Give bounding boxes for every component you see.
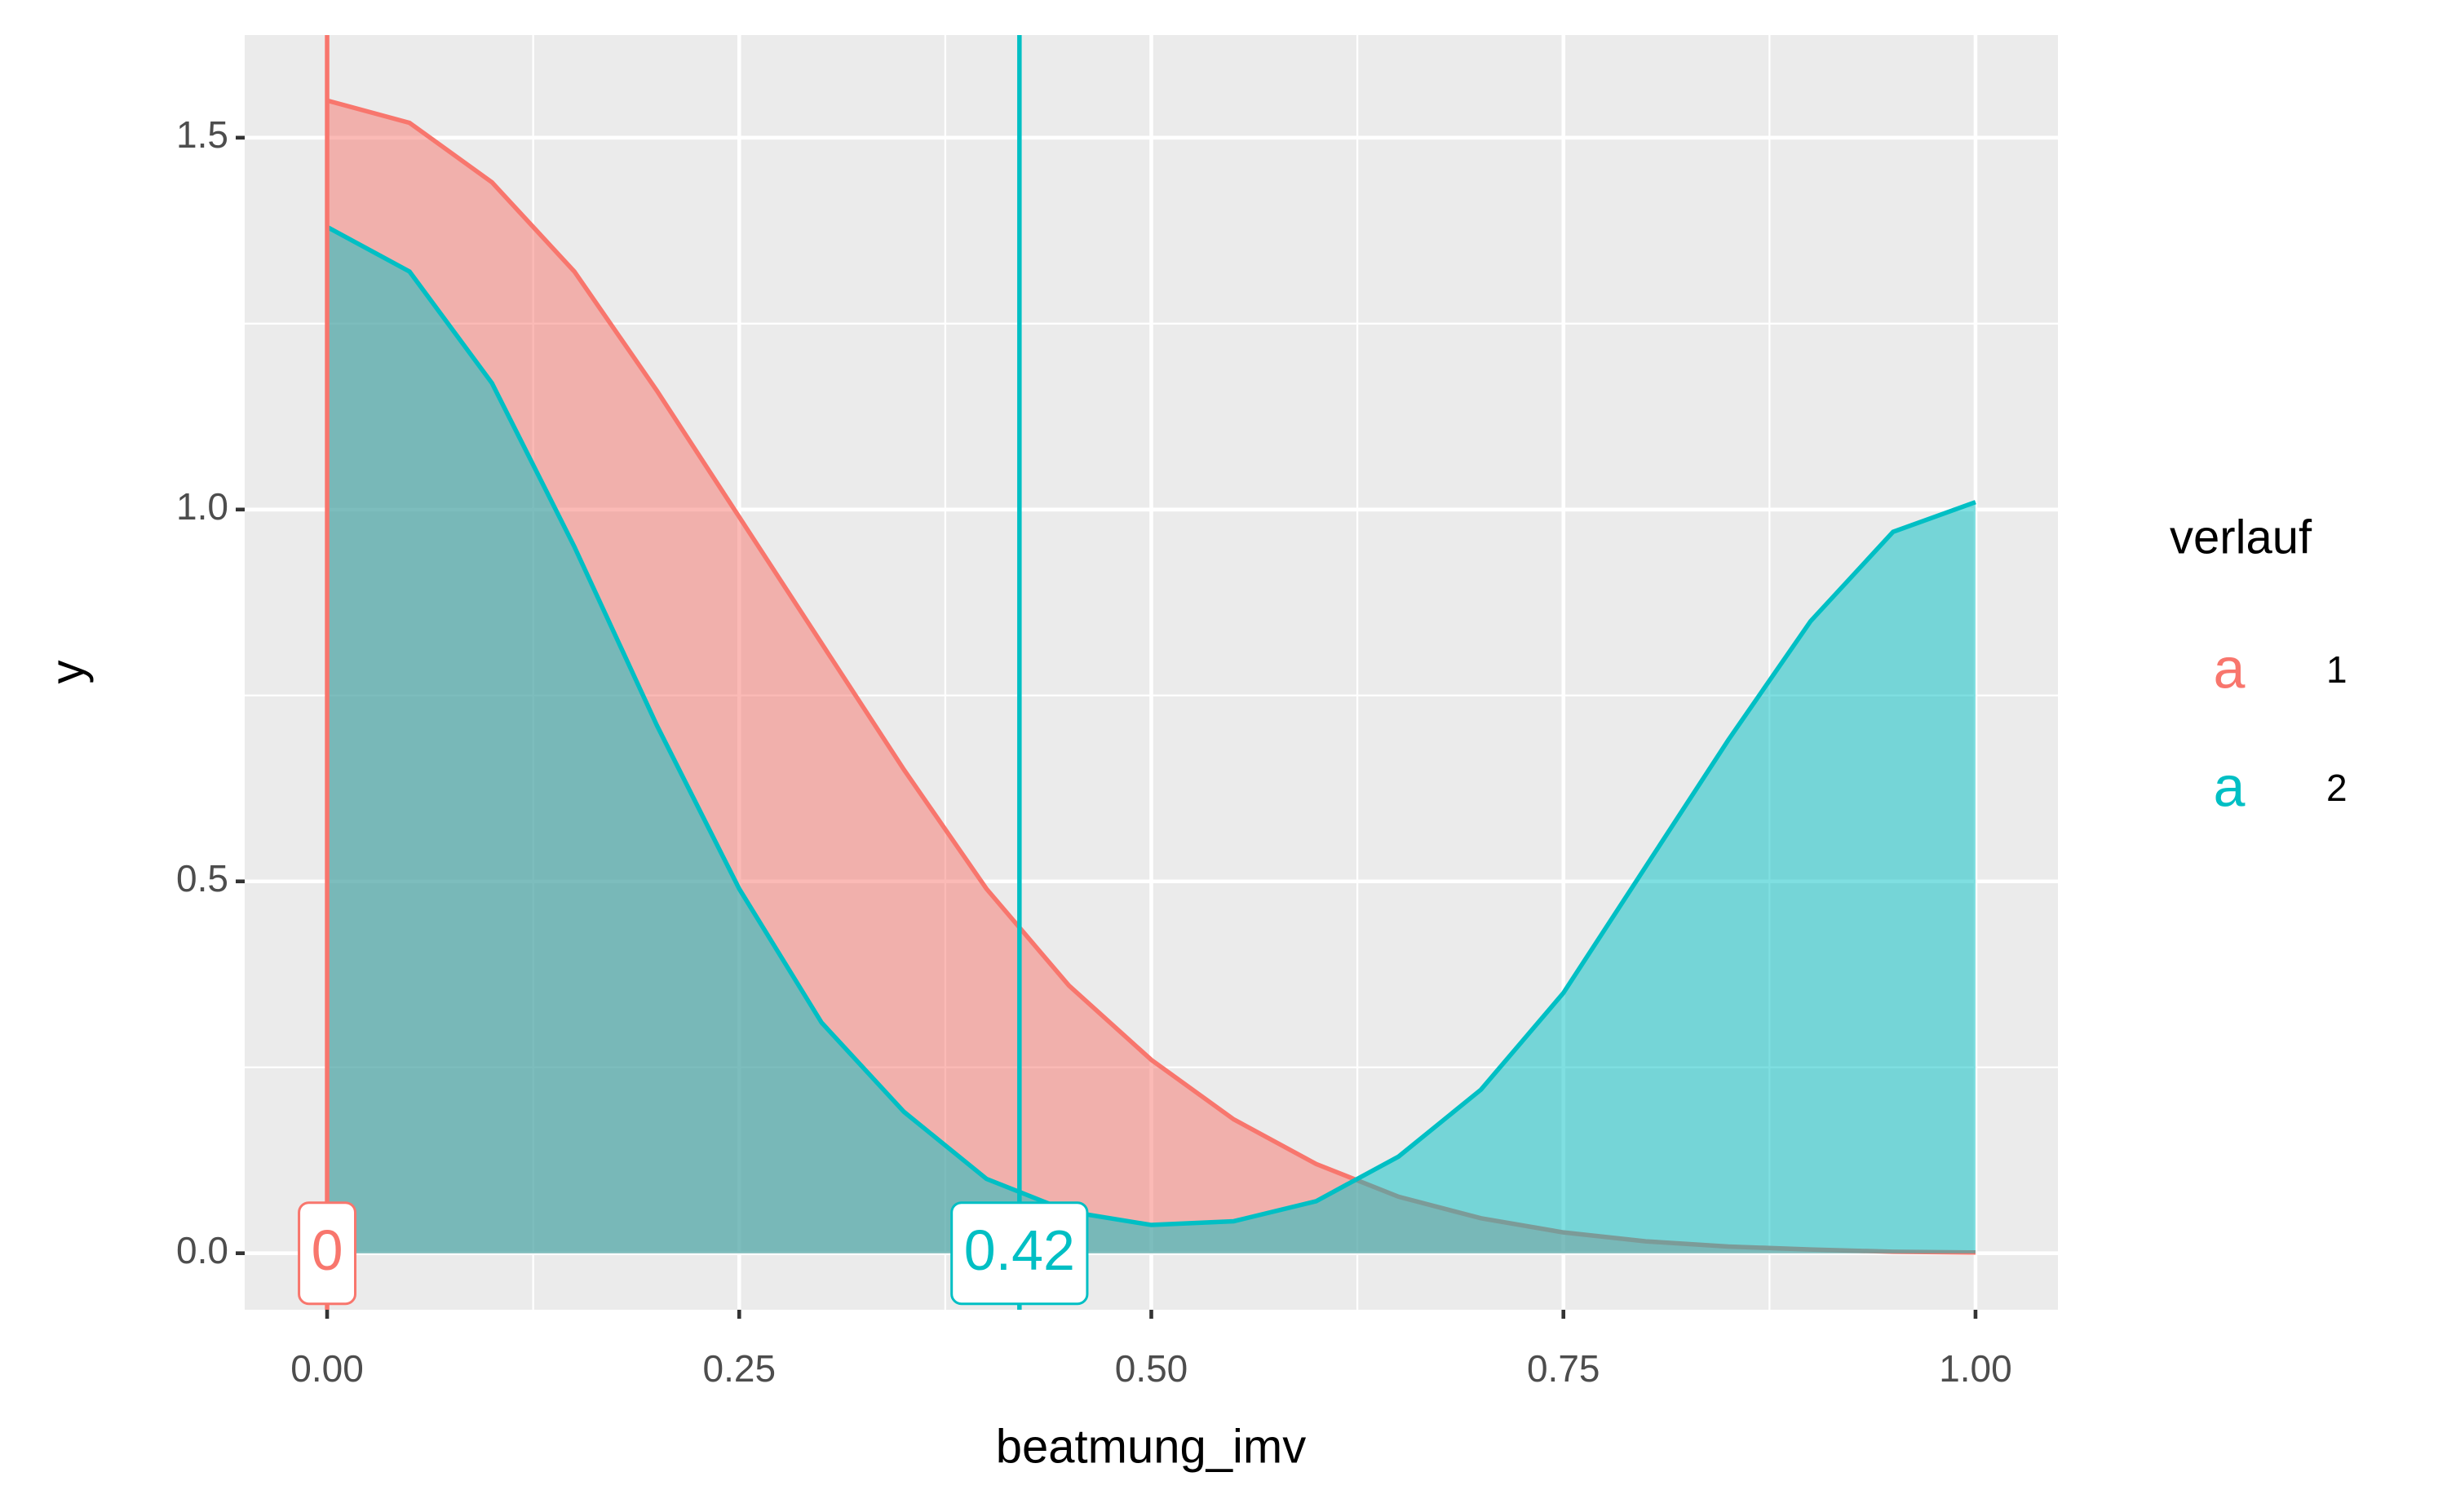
x-tick-label: 1.00 — [1939, 1347, 2012, 1390]
legend-key: a — [2214, 636, 2246, 700]
legend-label: 1 — [2326, 648, 2347, 691]
x-tick-label: 0.00 — [290, 1347, 364, 1390]
y-tick-label: 1.5 — [176, 113, 228, 156]
axes: 0.00 0.25 0.50 0.75 1.00 0.0 0.5 1.0 1.5 — [176, 113, 2012, 1390]
marks: 0 0.42 — [298, 35, 1976, 1310]
y-tick-label: 0.5 — [176, 857, 228, 900]
y-tick-label: 1.0 — [176, 485, 228, 528]
x-tick-label: 0.50 — [1115, 1347, 1188, 1390]
area-fill — [327, 227, 1976, 1253]
density-line — [325, 224, 1976, 1227]
legend-title: verlauf — [2170, 511, 2312, 564]
label-box — [950, 1201, 1089, 1306]
x-tick-label: 0.75 — [1527, 1347, 1600, 1390]
y-tick-label: 0.0 — [176, 1229, 228, 1271]
reference-label: 0.42 — [950, 1201, 1089, 1306]
legend-key: a — [2214, 754, 2246, 818]
label-box — [298, 1201, 357, 1306]
reference-label: 0 — [298, 1201, 357, 1306]
y-axis-title: y — [41, 661, 94, 684]
legend-label: 2 — [2326, 767, 2347, 809]
legend: verlauf a 1 a 2 — [2170, 511, 2347, 818]
reference-label-text: 0 — [312, 1218, 343, 1282]
x-tick-label: 0.25 — [703, 1347, 777, 1390]
reference-label-text: 0.42 — [964, 1218, 1075, 1282]
x-axis-title: beatmung_imv — [996, 1420, 1306, 1473]
